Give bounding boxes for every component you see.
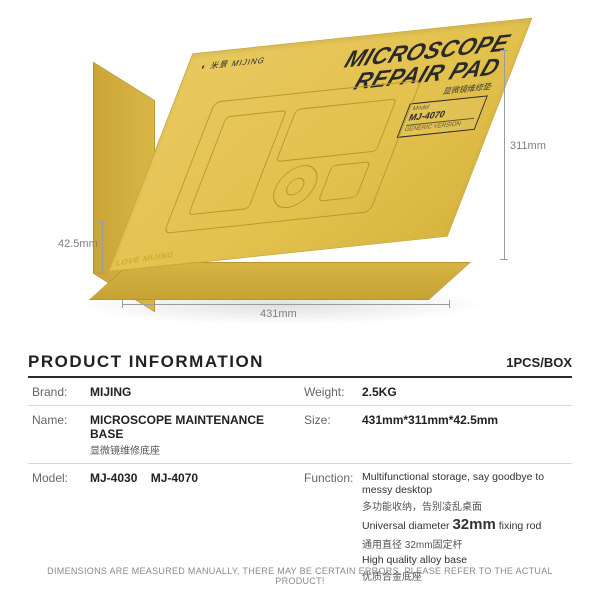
func-line3-en: High quality alloy base bbox=[362, 554, 467, 566]
dim-width-label: 311mm bbox=[510, 140, 546, 152]
value-size: 431mm*311mm*42.5mm bbox=[358, 406, 572, 464]
dim-height-label: 42.5mm bbox=[58, 238, 98, 250]
box-slogan: LOVE MIJING bbox=[114, 250, 175, 268]
value-name: MICROSCOPE MAINTENANCE BASE 显微镜维修底座 bbox=[86, 406, 300, 464]
func-line1-cn: 多功能收纳，告别凌乱桌面 bbox=[362, 498, 568, 513]
box-brand-tag: ◐ 米景 MIJING bbox=[199, 55, 267, 73]
func-line1: Multifunctional storage, say goodbye to … bbox=[362, 471, 568, 497]
value-weight: 2.5KG bbox=[358, 378, 572, 406]
label-name: Name: bbox=[28, 406, 86, 464]
value-name-en: MICROSCOPE MAINTENANCE BASE bbox=[90, 413, 264, 441]
dim-tick bbox=[98, 273, 106, 274]
label-weight: Weight: bbox=[300, 378, 358, 406]
func-line2-cn: 通用直径 32mm固定杆 bbox=[362, 536, 568, 551]
dim-height-line bbox=[102, 222, 103, 274]
label-brand: Brand: bbox=[28, 378, 86, 406]
func-line2-b: fixing rod bbox=[496, 520, 542, 532]
value-brand: MIJING bbox=[86, 378, 300, 406]
table-row: Brand: MIJING Weight: 2.5KG bbox=[28, 378, 572, 406]
dim-tick bbox=[500, 50, 508, 51]
spec-table: Brand: MIJING Weight: 2.5KG Name: MICROS… bbox=[28, 378, 572, 589]
footnote: DIMENSIONS ARE MEASURED MANUALLY, THERE … bbox=[28, 566, 572, 586]
dim-tick bbox=[98, 222, 106, 223]
product-render: ◐ 米景 MIJING MICROSCOPE REPAIR PAD 显微镜维修垫… bbox=[0, 0, 600, 330]
dim-length-label: 431mm bbox=[260, 308, 297, 320]
dim-tick bbox=[122, 300, 123, 308]
dim-length-line bbox=[122, 304, 450, 305]
dim-tick bbox=[449, 300, 450, 308]
label-size: Size: bbox=[300, 406, 358, 464]
value-name-cn: 显微镜维修底座 bbox=[90, 442, 296, 457]
dim-tick bbox=[500, 259, 508, 260]
func-line1-en: Multifunctional storage, say goodbye to … bbox=[362, 471, 544, 496]
info-pack: 1PCS/BOX bbox=[506, 355, 572, 370]
table-row: Name: MICROSCOPE MAINTENANCE BASE 显微镜维修底… bbox=[28, 406, 572, 464]
box-top-face: ◐ 米景 MIJING MICROSCOPE REPAIR PAD 显微镜维修垫… bbox=[108, 18, 533, 273]
func-line2: Universal diameter 32mm fixing rod bbox=[362, 516, 568, 535]
product-info-section: PRODUCT INFORMATION 1PCS/BOX Brand: MIJI… bbox=[28, 352, 572, 589]
info-header: PRODUCT INFORMATION 1PCS/BOX bbox=[28, 352, 572, 378]
info-heading: PRODUCT INFORMATION bbox=[28, 352, 264, 372]
func-line2-big: 32mm bbox=[452, 516, 495, 533]
box-outline-illustration bbox=[161, 78, 424, 236]
func-line2-a: Universal diameter bbox=[362, 520, 452, 532]
dim-width-line bbox=[504, 50, 505, 260]
